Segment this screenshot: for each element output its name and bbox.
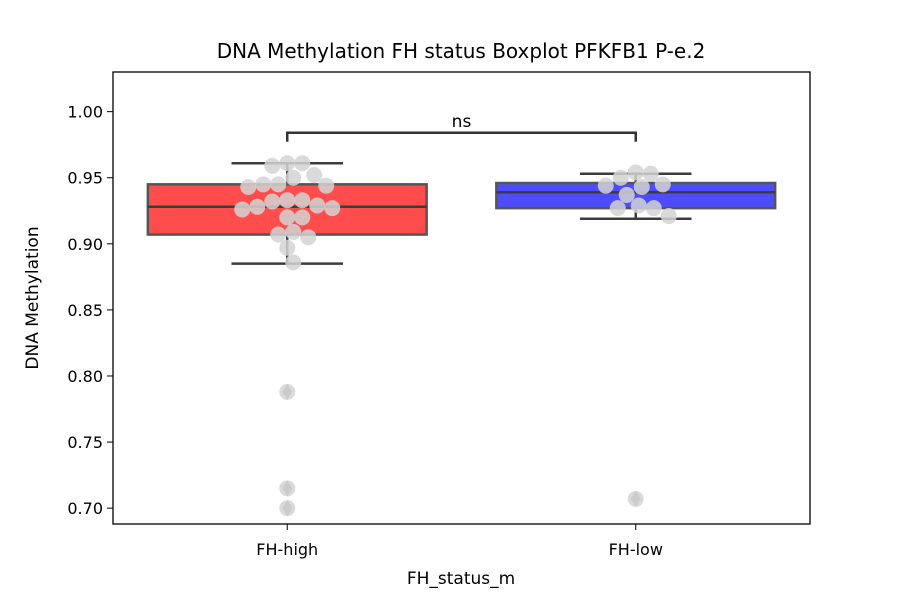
significance-bracket [286,131,637,142]
data-point [630,197,647,214]
data-point [279,155,296,172]
y-tick-label: 0.90 [67,235,103,254]
x-tick-label: FH-low [609,540,663,559]
data-point [627,490,644,507]
data-point [279,500,296,517]
data-point [264,193,281,210]
data-point [660,208,677,225]
data-point [249,198,266,215]
data-point [270,176,287,193]
x-axis-label: FH_status_m [407,569,515,589]
data-point [306,167,323,184]
data-point [300,229,317,246]
y-tick-label: 0.80 [67,367,103,386]
chart-title: DNA Methylation FH status Boxplot PFKFB1… [217,39,706,63]
data-point [279,192,296,209]
data-point [645,200,662,217]
significance-label: ns [452,112,472,132]
data-point [294,192,311,209]
y-tick-label: 0.95 [67,169,103,188]
data-point [609,200,626,217]
data-point [234,201,251,218]
y-tick-label: 1.00 [67,103,103,122]
data-point [597,177,614,194]
data-point [279,383,296,400]
data-point [279,480,296,497]
data-point [270,226,287,243]
data-point [240,178,257,195]
data-point [324,200,341,217]
data-point [627,164,644,181]
y-axis-label: DNA Methylation [23,226,43,369]
y-tick-label: 0.70 [67,499,103,518]
data-point [294,209,311,226]
data-point [285,169,302,186]
plot-frame [112,71,811,525]
data-point [294,155,311,172]
data-point [264,157,281,174]
data-point [618,186,635,203]
data-point [279,239,296,256]
x-tick-label: FH-high [256,540,318,559]
y-tick-label: 0.85 [67,301,103,320]
y-tick-label: 0.75 [67,433,103,452]
data-point [633,178,650,195]
data-point [285,254,302,271]
data-point [654,176,671,193]
data-point [318,177,335,194]
data-point [309,197,326,214]
data-point [612,169,629,186]
data-point [255,176,272,193]
data-point [285,223,302,240]
plot-area: 0.70 0.75 0.80 0.85 0.90 0.95 1.00 FH-high FH-lo… [67,71,811,559]
data-point [279,209,296,226]
data-point [642,165,659,182]
